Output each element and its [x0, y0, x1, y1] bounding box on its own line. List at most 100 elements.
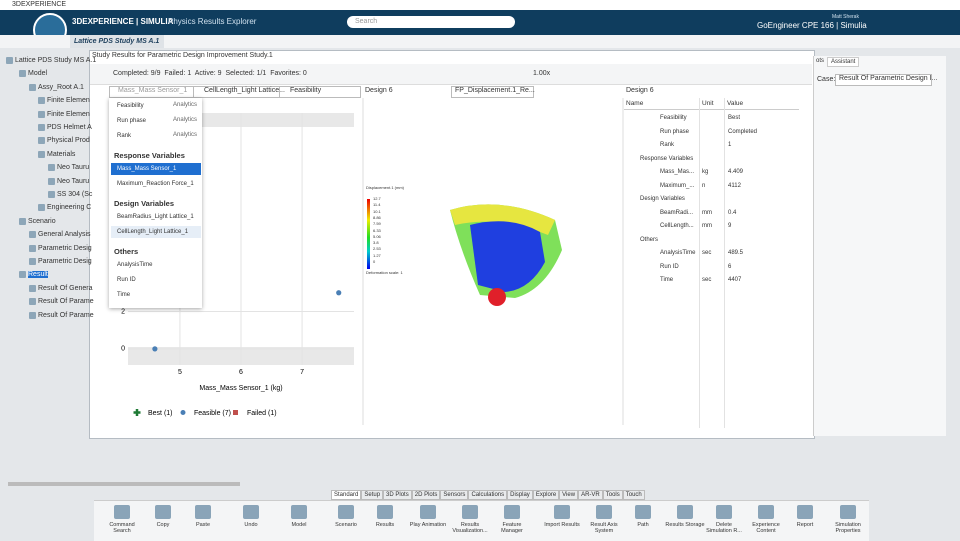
properties-table: Name Unit Value Feasibility Best Run phase Com…: [624, 98, 799, 428]
command-icon[interactable]: [462, 505, 478, 519]
tree-item[interactable]: Assy_Root A.1: [38, 83, 84, 91]
tree-item[interactable]: Lattice PDS Study MS A.1: [15, 57, 97, 64]
command-label[interactable]: Undo: [244, 522, 258, 528]
command-label[interactable]: Delete Simulation R...: [706, 522, 742, 534]
ribbon-tab[interactable]: Sensors: [440, 490, 469, 500]
command-icon[interactable]: [554, 505, 570, 519]
command-icon[interactable]: [758, 505, 774, 519]
tree-item[interactable]: Neo Tauru: [57, 164, 90, 172]
menu-item[interactable]: Mass_Mass Sensor_1: [111, 163, 201, 175]
ribbon-tab[interactable]: Calculations: [468, 490, 508, 500]
tree-item[interactable]: Result Of Genera: [38, 284, 93, 292]
ribbon-tab[interactable]: Explore: [532, 490, 560, 500]
tree-item[interactable]: Finite Elemen: [47, 110, 90, 118]
y-tick-label: 2: [121, 308, 125, 315]
command-label[interactable]: Path: [637, 522, 649, 528]
menu-item[interactable]: BeamRadius_Light Lattice_1: [117, 214, 194, 220]
command-label[interactable]: Report: [796, 522, 814, 528]
cell-name: CellLength...: [660, 223, 694, 229]
tree-item[interactable]: Materials: [47, 150, 76, 158]
command-label[interactable]: Results Visualization...: [452, 522, 488, 534]
command-label[interactable]: Command Search: [109, 522, 135, 534]
ribbon-tab[interactable]: 3D Plots: [383, 490, 412, 500]
command-label[interactable]: Feature Manager: [501, 522, 523, 534]
tenant[interactable]: GoEngineer CPE 166 | Simulia: [757, 21, 867, 30]
menu-item[interactable]: Time: [117, 292, 131, 298]
ribbon-tab[interactable]: View: [559, 490, 579, 500]
command-icon[interactable]: [797, 505, 813, 519]
tree-icon: [6, 57, 13, 64]
case-value[interactable]: Result Of Parametric Design I...: [835, 74, 937, 86]
command-icon[interactable]: [155, 505, 171, 519]
tree-icon: [38, 124, 45, 131]
menu-item[interactable]: Feasibility: [117, 103, 144, 109]
menu-item[interactable]: CellLength_Light Lattice_1: [111, 226, 201, 238]
command-icon[interactable]: [114, 505, 130, 519]
document-tab[interactable]: Lattice PDS Study MS A.1: [70, 35, 164, 48]
tree-item[interactable]: SS 304 (Sc: [57, 191, 93, 198]
tree-item[interactable]: Result Of Parame: [38, 298, 94, 306]
command-label[interactable]: Simulation Properties: [835, 522, 861, 534]
color-selector[interactable]: Feasibility: [279, 86, 361, 98]
ribbon-tab[interactable]: Touch: [622, 490, 645, 500]
command-icon[interactable]: [840, 505, 856, 519]
search-box[interactable]: Search: [347, 16, 515, 28]
result-selector[interactable]: FP_Displacement.1_Re...: [451, 86, 535, 98]
tree-icon: [19, 217, 26, 225]
command-label[interactable]: Model: [291, 522, 307, 528]
ribbon-tab[interactable]: Tools: [602, 490, 623, 500]
ribbon-tab[interactable]: AR-VR: [578, 490, 603, 500]
ribbon-tab[interactable]: Standard: [331, 490, 362, 500]
tree-item[interactable]: Parametric Desig: [38, 258, 92, 265]
command-icon[interactable]: [504, 505, 520, 519]
menu-item[interactable]: AnalysisTime: [117, 262, 153, 268]
side-tab[interactable]: Assistant: [827, 57, 860, 67]
tree-item[interactable]: Physical Prod: [47, 137, 90, 145]
ribbon-tabs: Standard Setup 3D Plots 2D Plots Sensors Calc…: [331, 490, 645, 500]
command-icon[interactable]: [338, 505, 354, 519]
command-icon[interactable]: [716, 505, 732, 519]
command-label[interactable]: Import Results: [544, 522, 580, 528]
command-label[interactable]: Play Animation: [409, 522, 447, 528]
tree-item[interactable]: Result Of Parame: [38, 311, 94, 319]
point: [152, 346, 158, 352]
command-label[interactable]: Results Storage: [665, 522, 705, 528]
tree-item[interactable]: Neo Tauru: [57, 177, 90, 185]
menu-item[interactable]: Run ID: [117, 277, 136, 283]
tree-item[interactable]: Engineering C: [47, 204, 92, 212]
tree-item[interactable]: Model: [28, 70, 48, 78]
command-icon[interactable]: [677, 505, 693, 519]
command-icon[interactable]: [596, 505, 612, 519]
command-icon[interactable]: [635, 505, 651, 519]
legend-marker: [180, 410, 186, 415]
command-icon[interactable]: [291, 505, 307, 519]
command-label[interactable]: Results: [375, 522, 395, 528]
command-label[interactable]: Scenario: [335, 522, 357, 528]
command-label[interactable]: Paste: [195, 522, 211, 528]
command-icon[interactable]: [243, 505, 259, 519]
model-shape: [470, 221, 545, 292]
tree-item[interactable]: General Analysis: [38, 231, 91, 239]
speed[interactable]: 1.00x: [533, 70, 551, 77]
side-tab[interactable]: ots: [816, 58, 825, 64]
command-label[interactable]: Result Axis System: [590, 522, 618, 534]
tree-item[interactable]: Scenario: [28, 217, 56, 225]
menu-item[interactable]: Maximum_Reaction Force_1: [117, 181, 194, 187]
menu-tag: Analytics: [173, 102, 198, 108]
command-icon[interactable]: [195, 505, 211, 519]
command-icon[interactable]: [420, 505, 436, 519]
ribbon-tab[interactable]: 2D Plots: [411, 490, 441, 500]
ribbon-tab[interactable]: Setup: [361, 490, 384, 500]
tree-item[interactable]: Parametric Desig: [38, 244, 92, 252]
menu-item[interactable]: Run phase: [117, 118, 147, 124]
contour-label: 10.1: [373, 208, 381, 214]
tree-item[interactable]: Finite Elemen: [47, 97, 90, 105]
command-label[interactable]: Copy: [156, 522, 170, 528]
tree-item[interactable]: Result: [28, 271, 48, 279]
command-icon[interactable]: [377, 505, 393, 519]
ribbon-tab[interactable]: Display: [507, 490, 533, 500]
menu-item[interactable]: Rank: [117, 133, 132, 139]
contour-label: 2.53: [373, 246, 381, 252]
tree-item[interactable]: PDS Helmet A: [47, 124, 92, 131]
command-label[interactable]: Experience Content: [752, 522, 780, 534]
